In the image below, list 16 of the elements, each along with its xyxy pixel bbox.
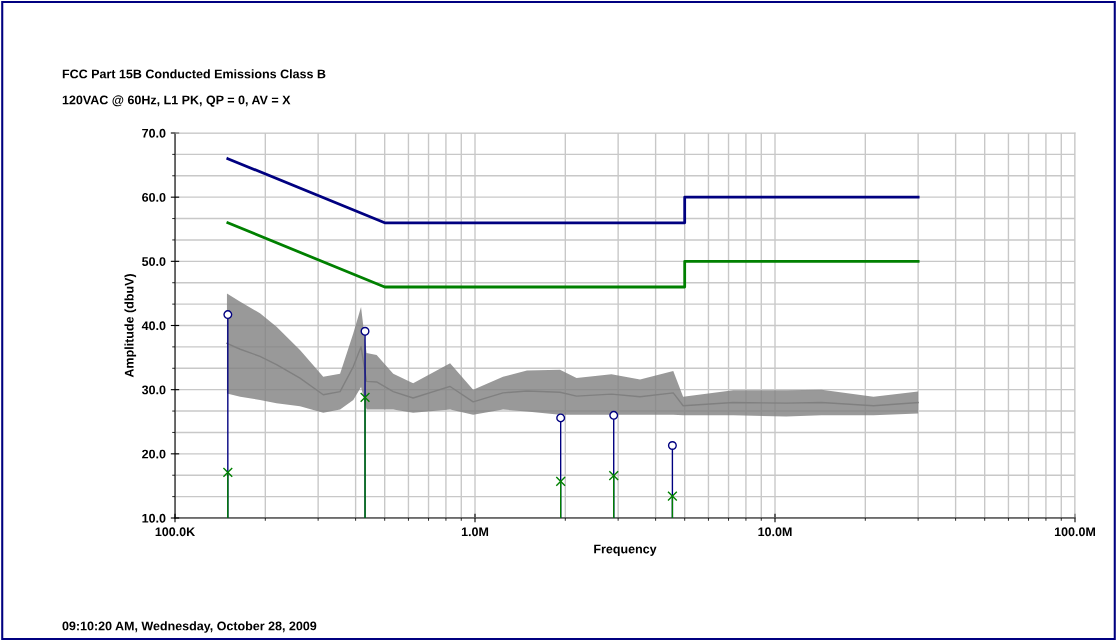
y-tick-label: 10.0 [142, 513, 166, 523]
chart-title: FCC Part 15B Conducted Emissions Class B [62, 69, 326, 79]
y-tick-label: 30.0 [141, 385, 166, 395]
y-tick-label: 40.0 [141, 321, 166, 331]
x-tick-label: 100.0K [155, 527, 196, 537]
x-tick-label: 1.0M [461, 527, 489, 537]
text: 09:10:20 AM, Wednesday, October 28, 2009 [62, 621, 317, 633]
y-tick-label: 50.0 [142, 257, 166, 266]
x-tick-label: 100.0M [1054, 527, 1096, 537]
x-axis-title: Frequency [594, 544, 657, 556]
x-tick-label: 10.0M [758, 527, 792, 537]
y-tick-label: 60.0 [142, 192, 166, 202]
y-axis-title: Amplitude (dbuV) [124, 274, 137, 378]
y-tick-label: 20.0 [142, 449, 166, 459]
chart-subtitle: 120VAC @ 60Hz, L1 PK, QP = 0, AV = X [62, 95, 291, 107]
y-tick-label: 70.0 [142, 128, 166, 138]
